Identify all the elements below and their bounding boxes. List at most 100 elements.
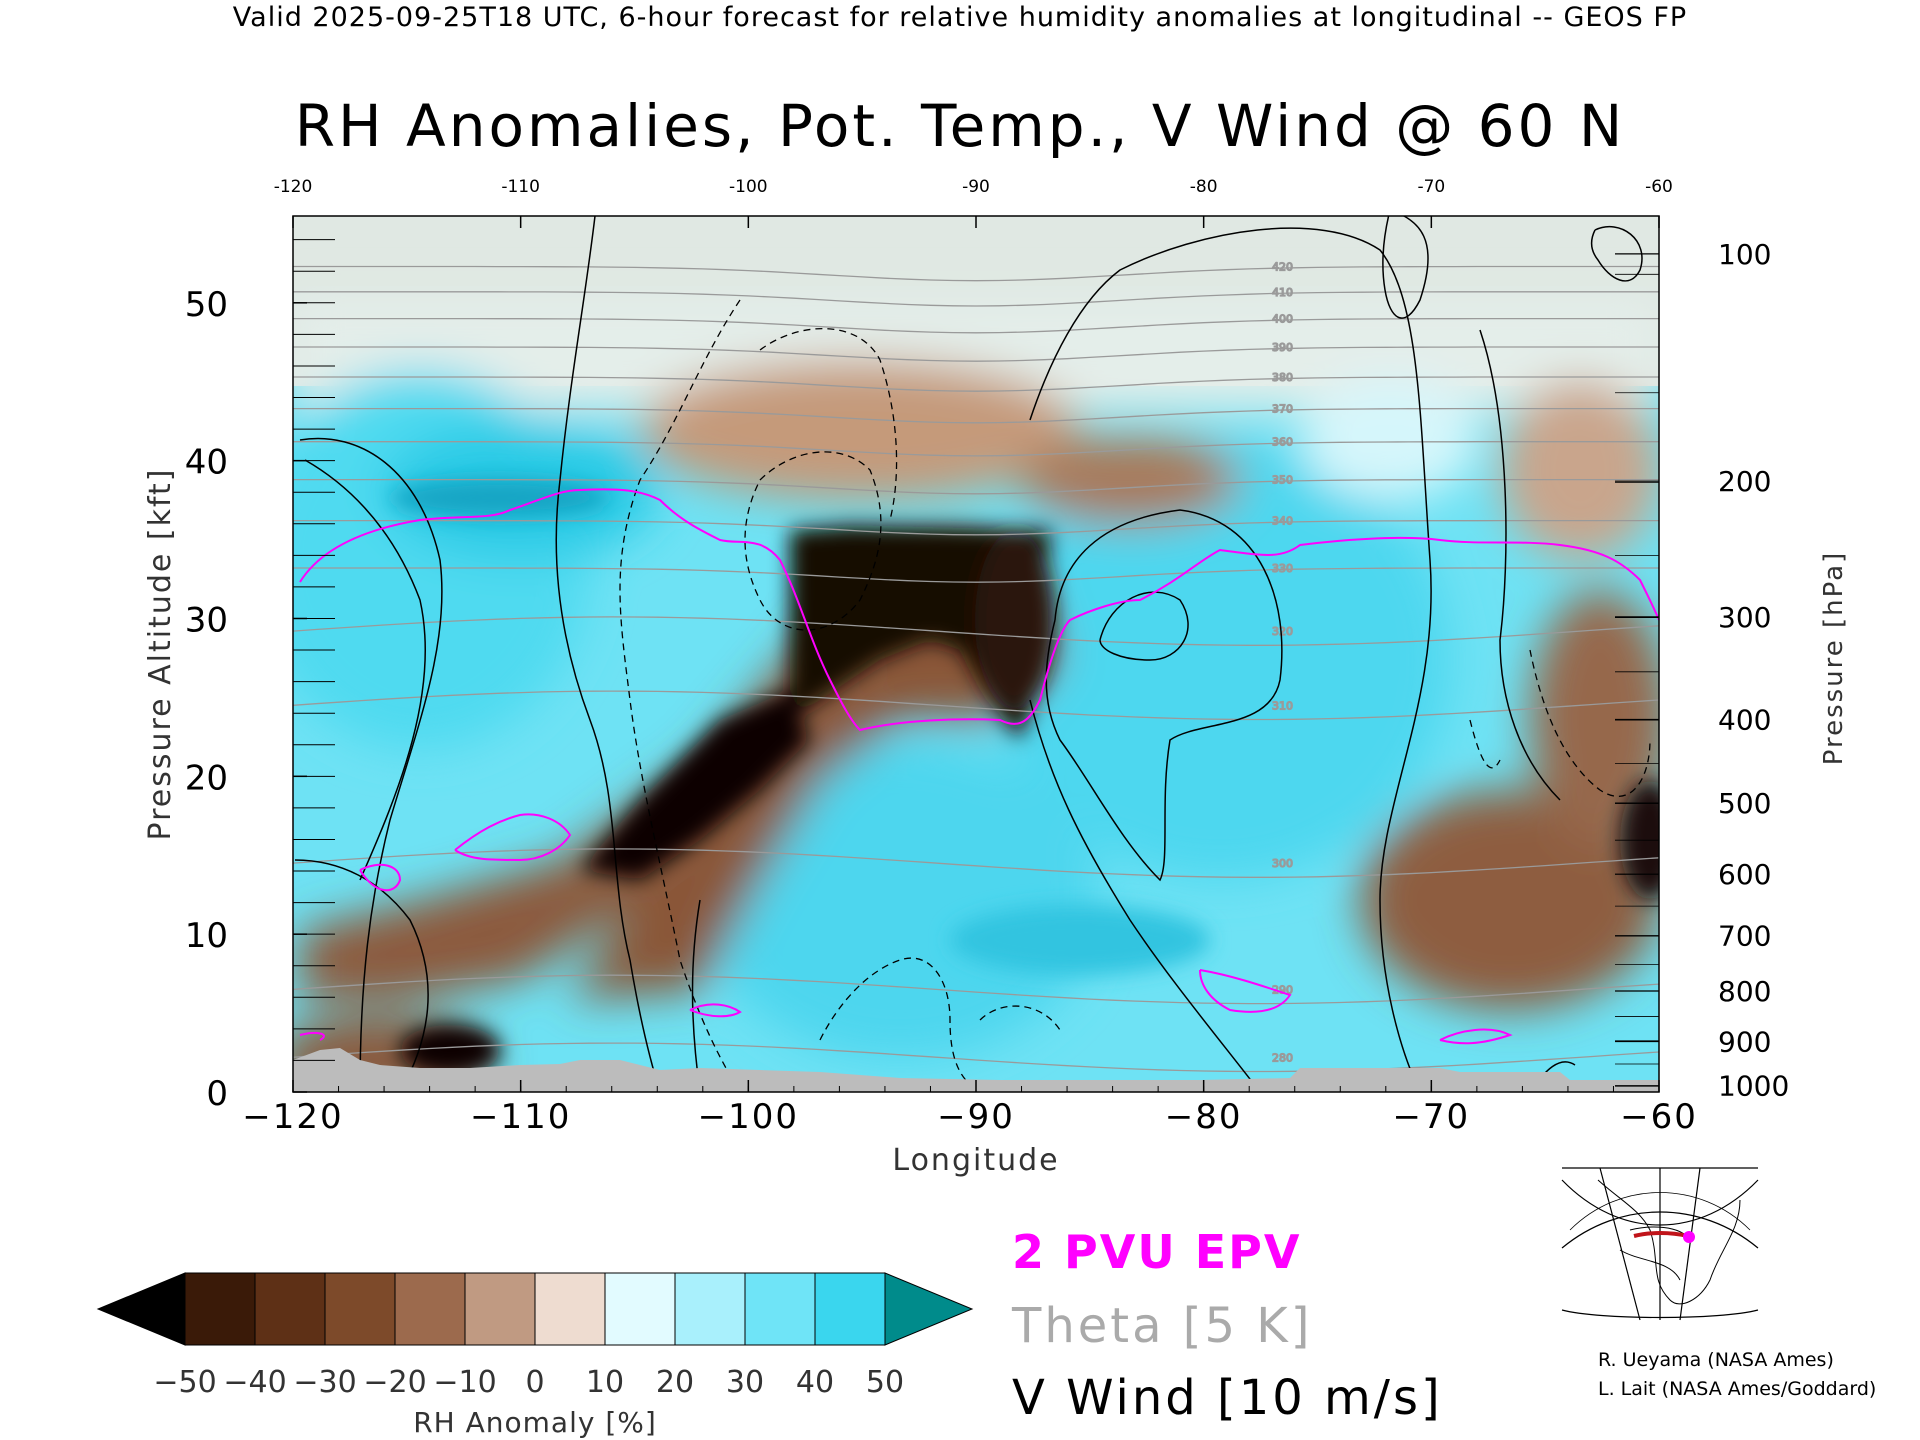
inset-locator-map [1561, 1167, 1759, 1321]
colorbar-tick-label: 0 [525, 1365, 544, 1400]
x-tick-label: −70 [1392, 1097, 1470, 1137]
legend-epv: 2 PVU EPV [1012, 1225, 1302, 1279]
theta-contours: 2802903003103203303403503603703803904004… [293, 260, 1659, 1073]
x-tick-label: −100 [698, 1097, 799, 1137]
theta-contour-label: 380 [1272, 371, 1293, 384]
x-axis-label: Longitude [892, 1143, 1059, 1178]
colorbar-swatch [464, 1272, 536, 1346]
colorbar-label: RH Anomaly [%] [413, 1406, 657, 1439]
pressure-tick-label: 200 [1718, 465, 1771, 498]
theta-contour-label: 370 [1272, 403, 1293, 416]
theta-contour-label: 390 [1272, 341, 1293, 354]
theta-contour [293, 616, 1659, 646]
theta-contour [293, 519, 1659, 536]
x-tick-label-top: -80 [1190, 177, 1218, 197]
colorbar-tick-label: −50 [153, 1365, 216, 1400]
credit-line: L. Lait (NASA Ames/Goddard) [1598, 1378, 1877, 1400]
valid-time-caption: Valid 2025-09-25T18 UTC, 6-hour forecast… [232, 2, 1688, 33]
terrain-mask [293, 1048, 1659, 1092]
theta-contour [293, 265, 1659, 282]
v-wind-contours [294, 216, 1643, 1092]
colorbar-swatch [534, 1272, 606, 1346]
x-tick-label-top: -100 [729, 177, 768, 197]
theta-contour [293, 441, 1659, 457]
x-tick-label: −80 [1165, 1097, 1243, 1137]
theta-contour-label: 410 [1272, 286, 1293, 299]
axes: −120 -120 −110 -110 −100 -100 −90 -90 −80 -80 −70 -… [143, 177, 1849, 1178]
theta-contour-label: 420 [1272, 261, 1293, 274]
rh-anomaly-field: 2802903003103203303403503603703803904004… [293, 216, 1659, 1092]
x-tick-label: −120 [242, 1097, 343, 1137]
pressure-tick-label: 1000 [1718, 1070, 1789, 1103]
y-axis-label: Pressure Altitude [kft] [143, 468, 178, 841]
theta-contour-label: 330 [1272, 562, 1293, 575]
theta-contour-label: 400 [1272, 313, 1293, 326]
colorbar-swatch [674, 1272, 746, 1346]
colorbar-swatch [394, 1272, 466, 1346]
y-tick-label: 40 [185, 443, 228, 483]
theta-contour-label: 280 [1272, 1051, 1293, 1064]
theta-contour [293, 478, 1659, 495]
y-tick-label: 30 [185, 600, 228, 640]
colorbar-low-arrow [96, 1272, 186, 1346]
pressure-tick-label: 700 [1718, 920, 1771, 953]
colorbar-tick-label: −30 [293, 1365, 356, 1400]
theta-contour [293, 567, 1659, 583]
x-tick-label-top: -70 [1417, 177, 1445, 197]
x-tick-label-top: -110 [501, 177, 540, 197]
x-tick-label: −90 [937, 1097, 1015, 1137]
legend-theta: Theta [5 K] [1012, 1298, 1313, 1354]
y2-axis-label: Pressure [hPa] [1819, 551, 1849, 766]
y-tick-label: 10 [185, 916, 228, 956]
x-tick-label-top: -60 [1645, 177, 1673, 197]
theta-contour-label: 320 [1272, 625, 1293, 638]
x-tick-label-top: -90 [962, 177, 990, 197]
theta-contour [293, 690, 1659, 721]
y-tick-label: 20 [185, 758, 228, 798]
theta-contour-label: 310 [1272, 699, 1293, 712]
colorbar-tick-label: 30 [726, 1365, 764, 1400]
theta-contour [293, 291, 1659, 307]
colorbar-tick-label: 50 [866, 1365, 904, 1400]
pressure-tick-label: 400 [1718, 704, 1771, 737]
theta-contour [293, 974, 1659, 1005]
colorbar-tick-label: −20 [363, 1365, 426, 1400]
credits: R. Ueyama (NASA Ames) L. Lait (NASA Ames… [1598, 1346, 1876, 1404]
pressure-tick-label: 500 [1718, 787, 1771, 820]
theta-contour-label: 360 [1272, 436, 1293, 449]
theta-contour [293, 407, 1659, 424]
theta-contour-label: 300 [1272, 857, 1293, 870]
y-tick-label: 0 [206, 1074, 228, 1114]
theta-contour [293, 1042, 1659, 1073]
y-tick-label: 50 [185, 285, 228, 325]
colorbar-tick-label: 10 [586, 1365, 624, 1400]
colorbar-swatch [604, 1272, 676, 1346]
colorbar-swatch [254, 1272, 326, 1346]
pressure-tick-label: 300 [1718, 601, 1771, 634]
theta-contour-label: 350 [1272, 474, 1293, 487]
v-wind-negative-contours [619, 299, 1651, 1092]
colorbar-tick-label: 20 [656, 1365, 694, 1400]
x-tick-label: −60 [1620, 1097, 1698, 1137]
epv-2pvu-contour [299, 488, 1659, 1045]
colorbar-swatch [814, 1272, 886, 1346]
theta-contour [293, 376, 1659, 392]
colorbar-swatch [744, 1272, 816, 1346]
pressure-tick-label: 900 [1718, 1025, 1771, 1058]
colorbar-swatch [184, 1272, 256, 1346]
colorbar-high-arrow [884, 1272, 974, 1346]
x-tick-label-top: -120 [274, 177, 313, 197]
theta-contour [293, 346, 1659, 362]
colorbar-tick-label: −40 [223, 1365, 286, 1400]
theta-contour-label: 340 [1272, 515, 1293, 528]
chart-title: RH Anomalies, Pot. Temp., V Wind @ 60 N [294, 92, 1626, 160]
credit-line: R. Ueyama (NASA Ames) [1598, 1349, 1834, 1371]
colorbar-tick-label: 40 [796, 1365, 834, 1400]
colorbar-tick-label: −10 [433, 1365, 496, 1400]
x-tick-label: −110 [470, 1097, 571, 1137]
legend-v-wind: V Wind [10 m/s] [1012, 1370, 1443, 1426]
pressure-tick-label: 600 [1718, 858, 1771, 891]
pressure-tick-label: 800 [1718, 975, 1771, 1008]
